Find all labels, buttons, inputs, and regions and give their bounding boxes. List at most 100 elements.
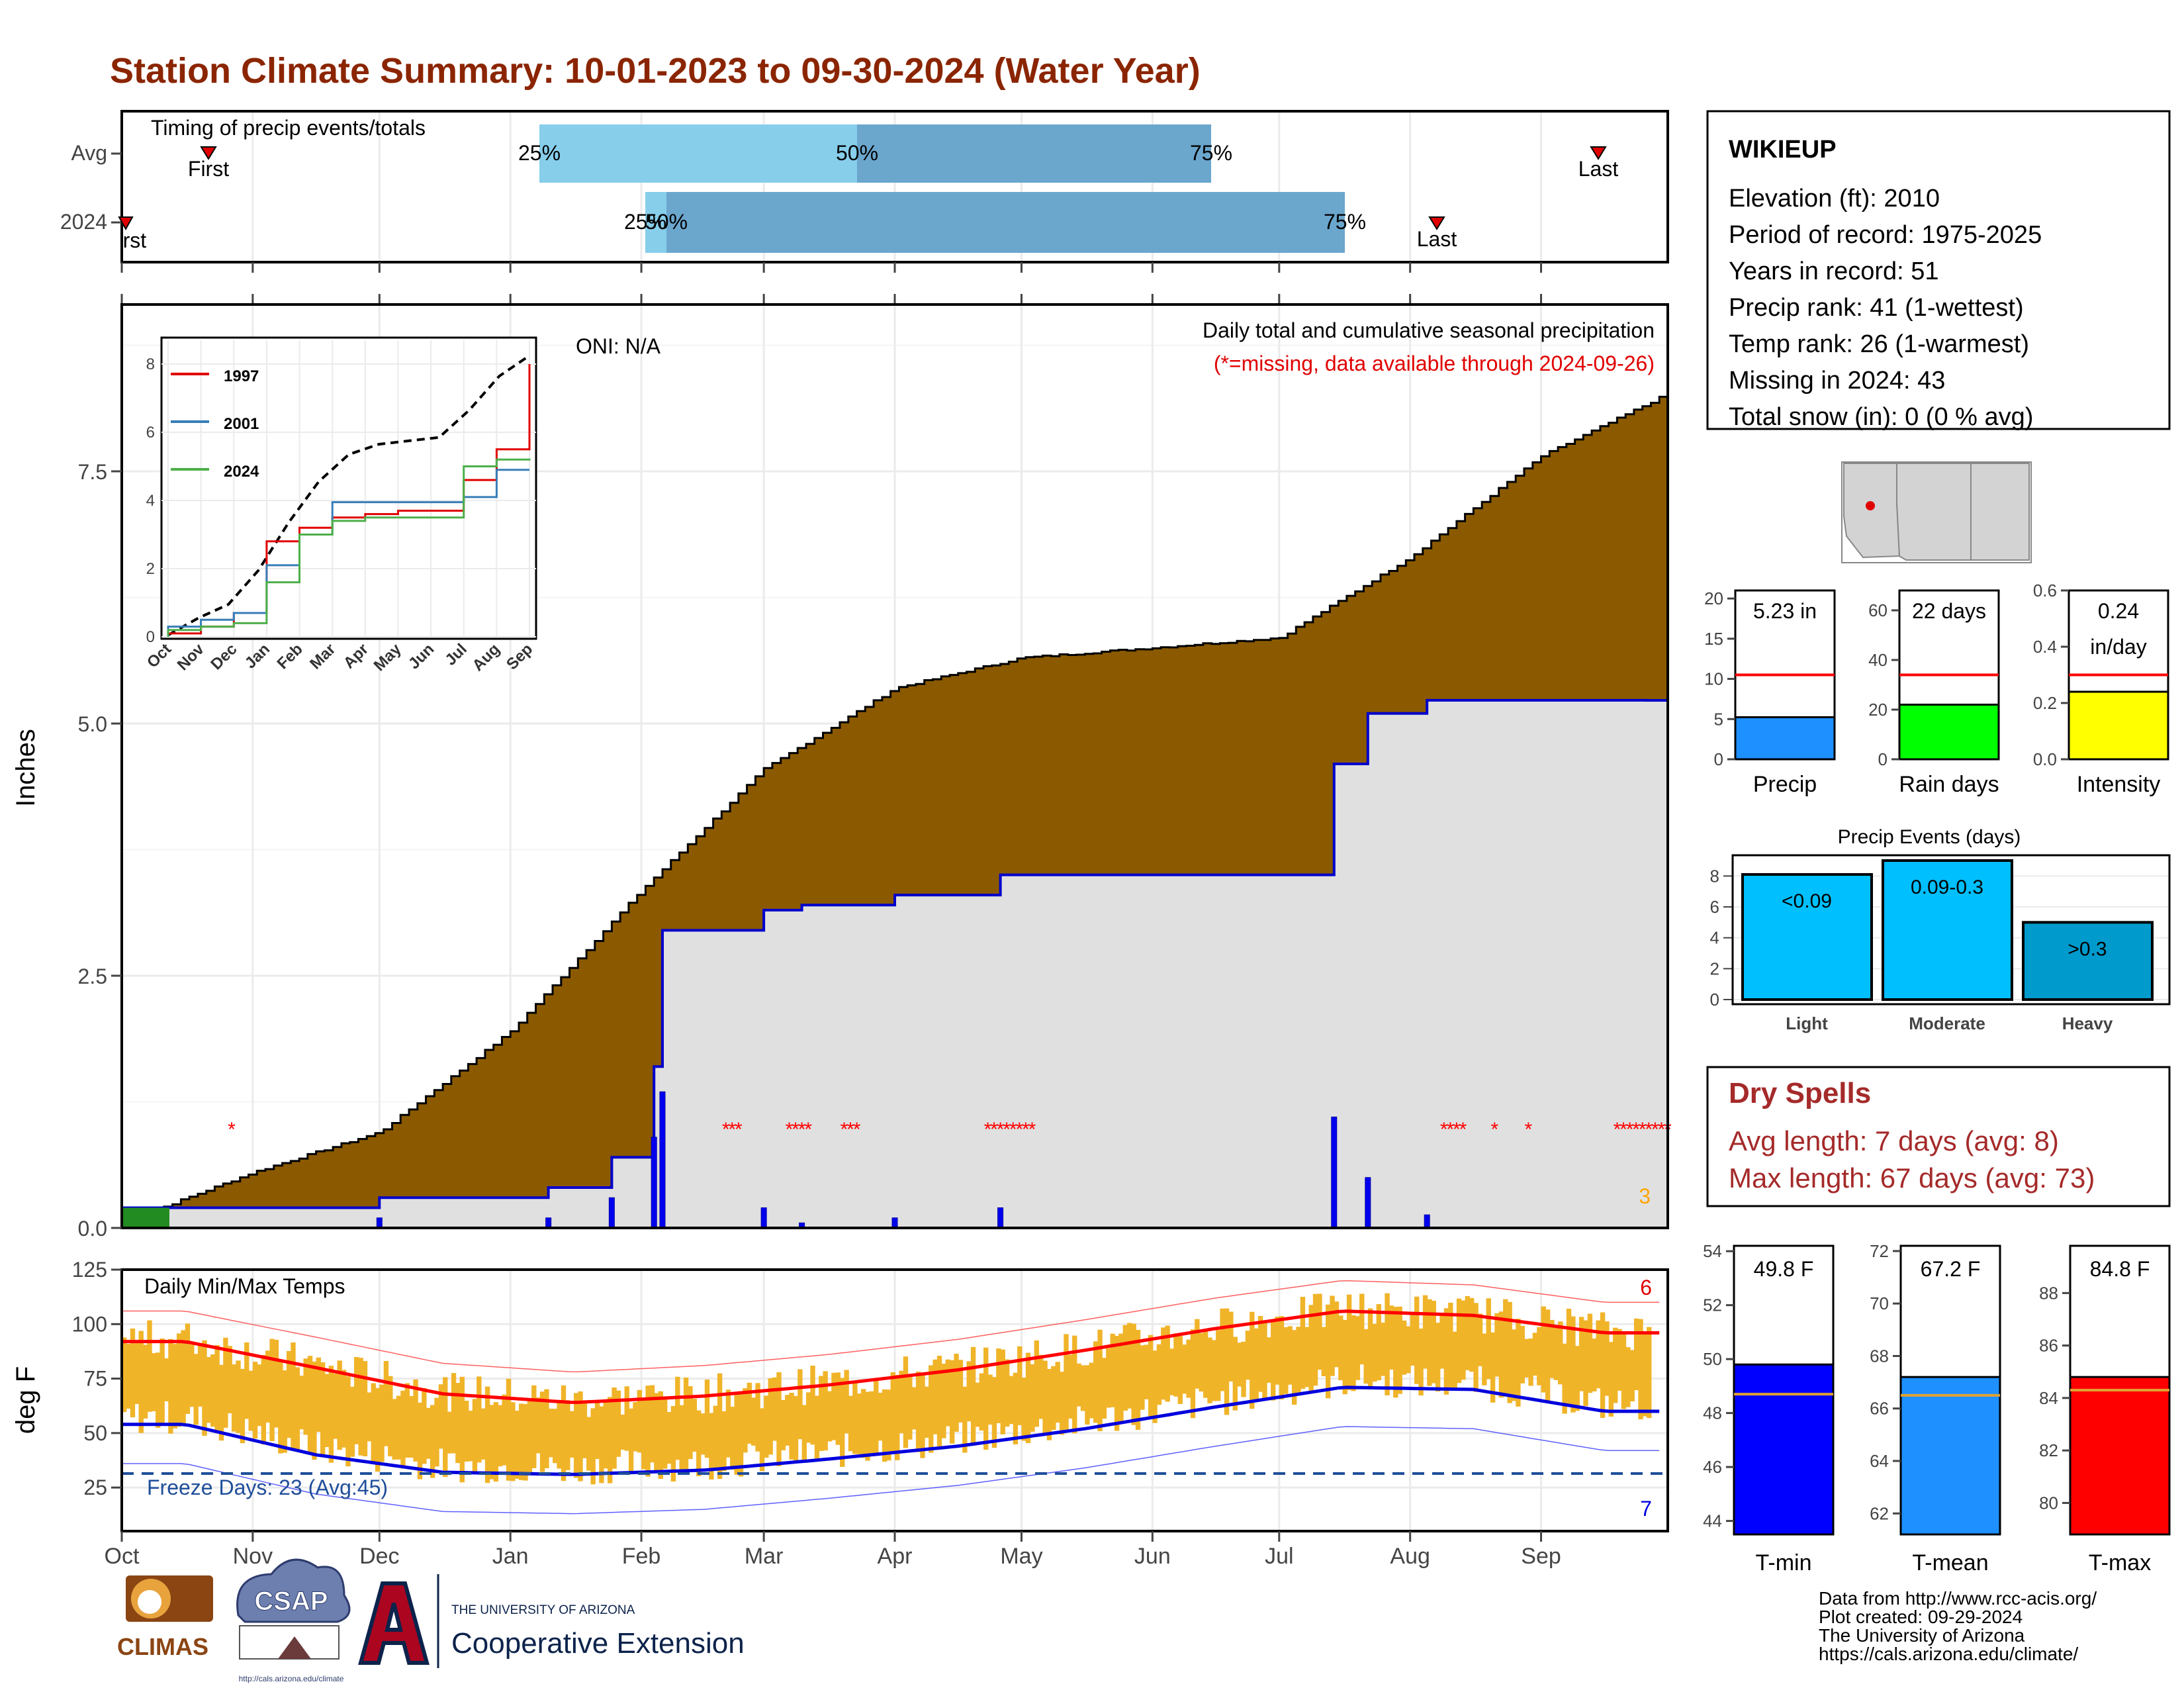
inset-legend: 1997 2001 2024 [171, 367, 259, 481]
daily-temp-bar [459, 1376, 465, 1483]
events-ytick-label: 0 [1710, 990, 1719, 1009]
daily-precip-bar [608, 1197, 615, 1229]
timing-panel: Timing of precip events/totals Avg 2024 … [60, 110, 1669, 305]
daily-temp-bar [181, 1330, 186, 1425]
daily-temp-bar [1592, 1338, 1597, 1391]
daily-temp-bar [835, 1372, 841, 1445]
daily-temp-bar [903, 1356, 909, 1448]
daily-temp-bar [730, 1407, 735, 1470]
ytick-label: 7.5 [78, 460, 107, 484]
y2024-last-marker [1428, 216, 1445, 230]
missing-mark: * [1525, 1119, 1533, 1141]
event-bar [1882, 859, 2013, 1001]
daily-temp-bar [924, 1386, 930, 1438]
daily-temp-bar [1625, 1347, 1631, 1407]
daily-temp-bar [1439, 1315, 1445, 1369]
daily-temp-bar [658, 1391, 663, 1479]
temp-summary-bar [2069, 1376, 2171, 1536]
daily-temp-bar [882, 1389, 887, 1462]
daily-temp-bar [1140, 1345, 1145, 1410]
daily-temp-bar [970, 1346, 976, 1446]
daily-temp-bar [1503, 1299, 1508, 1397]
daily-temp-bar [413, 1379, 418, 1462]
daily-temp-bar [1220, 1308, 1225, 1391]
inset-ytick: 4 [146, 492, 155, 510]
daily-temp-bar [1203, 1331, 1208, 1398]
daily-temp-bar [489, 1405, 494, 1479]
daily-temp-bar [1549, 1319, 1555, 1378]
climas-logo-text: CLIMAS [117, 1633, 208, 1660]
daily-temp-bar [1034, 1340, 1040, 1427]
month-label: Apr [878, 1544, 913, 1569]
daily-temp-bar [1312, 1293, 1318, 1386]
month-label: Sep [1521, 1544, 1561, 1569]
temp-summary-ytick-label: 62 [1870, 1503, 1889, 1523]
daily-temp-bar [1106, 1348, 1111, 1408]
daily-temp-bar [612, 1387, 617, 1469]
daily-temp-bar [1093, 1341, 1099, 1423]
daily-temp-bar [535, 1397, 541, 1454]
missing-mark: * [1639, 1119, 1647, 1141]
daily-temp-bar [189, 1344, 195, 1407]
missing-mark: * [1440, 1119, 1448, 1141]
daily-temp-bar [1122, 1325, 1128, 1411]
daily-temp-bar [1051, 1366, 1056, 1430]
daily-temp-bar [1342, 1319, 1347, 1395]
daily-temp-bar [1338, 1315, 1343, 1381]
daily-precip-bar [376, 1217, 383, 1229]
daily-temp-bar [544, 1389, 549, 1468]
summary-value-label: in/day [2090, 635, 2146, 659]
temp-ytick-label: 75 [83, 1367, 107, 1391]
missing-mark: * [1022, 1119, 1030, 1141]
daily-temp-bar [1241, 1341, 1246, 1397]
temp-summary-name: T-min [1756, 1550, 1812, 1575]
daily-temp-bar [755, 1383, 760, 1452]
dry-spells: Dry Spells Avg length: 7 days (avg: 8) M… [1706, 1066, 2171, 1207]
footer-credits: Data from http://www.rcc-acis.org/ Plot … [1819, 1588, 2097, 1664]
daily-temp-bar [789, 1393, 794, 1460]
daily-temp-bar [265, 1350, 271, 1423]
station-line: Elevation (ft): 2010 [1729, 185, 1940, 212]
summary-value-label: 0.24 [2098, 599, 2139, 623]
dry-spells-title: Dry Spells [1729, 1077, 1871, 1109]
y2024-p75-label: 75% [1324, 210, 1366, 234]
summary-ytick-label: 0 [1878, 749, 1888, 769]
daily-temp-bar [586, 1417, 592, 1471]
daily-temp-bar [231, 1364, 237, 1432]
max-record-count: 6 [1640, 1276, 1652, 1299]
temp-summary-ytick-label: 84 [2039, 1388, 2058, 1408]
avg-50-75-bar [857, 124, 1211, 183]
events-bars: <0.09 Light 0.09-0.3 Moderate >0.3 Heavy [1741, 859, 2154, 1033]
daily-temp-bar [1427, 1299, 1432, 1386]
daily-temp-bar [223, 1337, 228, 1428]
daily-temp-bar [1443, 1308, 1449, 1395]
daily-temp-bar [805, 1392, 811, 1443]
daily-temp-bar [1296, 1327, 1301, 1396]
inset-avg-line [167, 354, 531, 637]
daily-temp-bar [468, 1411, 473, 1462]
daily-temp-bar [185, 1323, 191, 1414]
daily-temp-bar [1380, 1323, 1386, 1376]
daily-temp-bar [1266, 1337, 1272, 1383]
daily-temp-bar [392, 1399, 397, 1460]
temp-summary-ytick-label: 72 [1870, 1241, 1889, 1261]
missing-mark: * [1614, 1119, 1621, 1141]
daily-temp-bar [1161, 1327, 1166, 1400]
daily-temp-bar [1118, 1333, 1124, 1425]
daily-temp-bar [1207, 1337, 1212, 1403]
daily-temp-bar [1574, 1346, 1580, 1411]
daily-temp-bar [142, 1344, 148, 1419]
daily-temp-bar [1135, 1330, 1141, 1430]
daily-temp-bar [874, 1378, 879, 1454]
month-label: Aug [1390, 1544, 1430, 1569]
station-name: WIKIEUP [1729, 136, 1837, 164]
daily-temp-bar [1461, 1300, 1466, 1380]
daily-temp-bar [666, 1412, 672, 1464]
daily-temp-bar [1283, 1327, 1289, 1394]
summary-value-label: 5.23 in [1753, 599, 1817, 623]
daily-temp-bar [218, 1364, 224, 1441]
footer-line: Data from http://www.rcc-acis.org/ [1819, 1588, 2097, 1609]
daily-temp-bar [1009, 1376, 1014, 1425]
events-frame [1731, 854, 2171, 1006]
daily-temp-bar [252, 1362, 258, 1439]
